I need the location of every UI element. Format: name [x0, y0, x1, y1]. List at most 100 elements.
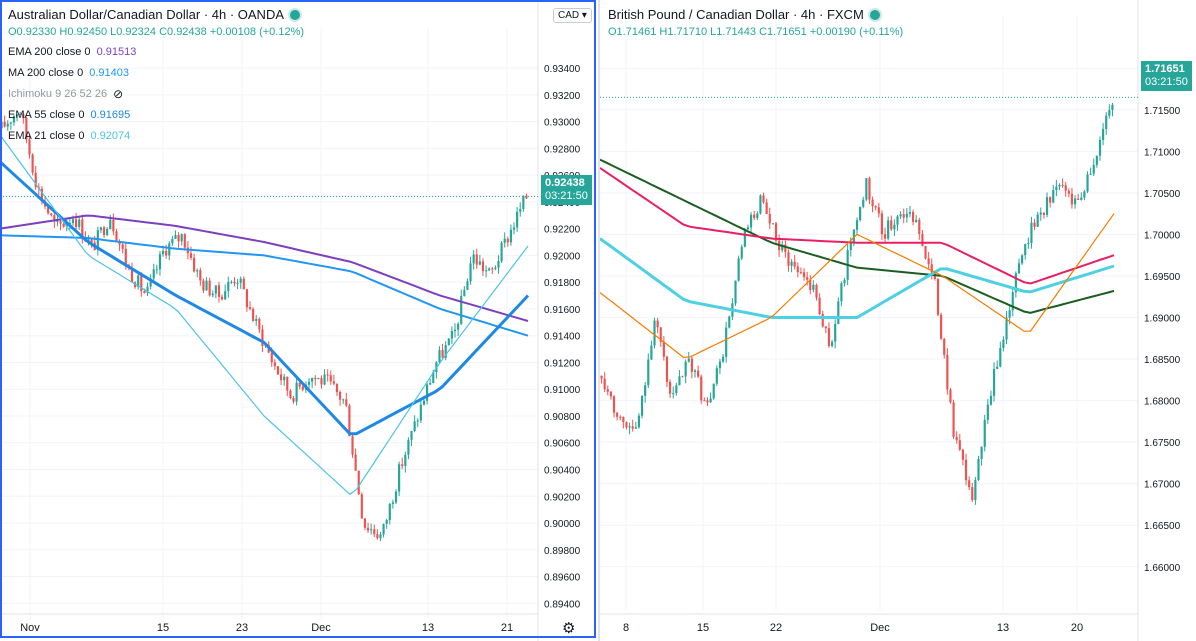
indicator-label: Ichimoku 9 26 52 26 [8, 88, 108, 100]
candle-body [1036, 214, 1039, 227]
candle-body [628, 426, 631, 428]
candle-body [946, 354, 949, 390]
y-tick-label: 1.67000 [1144, 480, 1181, 491]
candle-body [684, 361, 687, 377]
pane-divider[interactable] [598, 0, 600, 641]
indicator-ema21[interactable]: EMA 21 close 0 0.92074 [8, 126, 304, 147]
y-tick-label: 1.71000 [1144, 147, 1181, 158]
candle-body [672, 393, 675, 395]
indicator-ma200[interactable]: MA 200 close 0 0.91403 [8, 63, 304, 84]
bar-countdown: 03:21:50 [545, 190, 588, 202]
candle-body [177, 234, 180, 242]
candle-body [1102, 128, 1105, 140]
candle-body [50, 213, 53, 216]
y-tick-label: 0.90800 [544, 412, 581, 423]
candle-body [320, 378, 323, 385]
candle-body [703, 400, 706, 402]
candle-body [740, 246, 743, 259]
candle-body [289, 390, 292, 398]
candle-body [883, 234, 887, 239]
candle-body [441, 350, 444, 358]
candle-body [71, 219, 75, 224]
candle-body [429, 383, 432, 385]
candle-body [793, 261, 796, 267]
candle-body [955, 436, 958, 441]
candle-body [756, 213, 759, 219]
market-status-icon [869, 9, 880, 20]
y-tick-label: 1.70500 [1144, 189, 1181, 200]
candle-body [743, 229, 746, 247]
candle-body [196, 270, 199, 272]
candle-body [410, 431, 413, 440]
candle-body [494, 267, 497, 269]
candle-body [1049, 197, 1052, 203]
left-last-price-tag: 0.92438 03:21:50 [541, 175, 592, 205]
candle-body [245, 289, 249, 308]
candle-body [647, 359, 650, 386]
y-tick-label: 0.91200 [544, 358, 581, 369]
candle-body [1067, 190, 1070, 194]
candle-body [650, 345, 653, 360]
candle-body [189, 253, 193, 258]
x-tick-label: 23 [236, 622, 248, 634]
right-chart-pane[interactable]: 1.720001.715001.710001.705001.700001.695… [600, 0, 1196, 641]
right-chart-canvas[interactable]: 1.720001.715001.710001.705001.700001.695… [600, 0, 1196, 641]
y-tick-label: 0.93200 [544, 91, 581, 102]
candle-body [827, 328, 831, 347]
x-tick-label: 20 [1071, 622, 1083, 634]
candle-body [911, 211, 915, 222]
left-symbol-title[interactable]: Australian Dollar/Canadian Dollar · 4h ·… [8, 7, 285, 22]
candle-body [924, 246, 927, 259]
hidden-eye-icon[interactable]: ⊘ [113, 87, 124, 101]
indicator-value: 0.91513 [96, 46, 137, 58]
right-symbol-title[interactable]: British Pound / Canadian Dollar · 4h · F… [608, 7, 864, 22]
candle-body [488, 268, 491, 271]
left-chart-pane[interactable]: 0.934000.932000.930000.928000.926000.924… [0, 0, 600, 641]
candle-body [634, 427, 637, 429]
candle-body [927, 258, 930, 265]
candle-body [678, 376, 681, 386]
candle-body [15, 114, 19, 117]
candle-body [718, 361, 722, 369]
candle-body [631, 426, 634, 429]
candle-body [298, 382, 301, 387]
y-tick-label: 0.89800 [544, 546, 581, 557]
candle-body [130, 268, 134, 283]
candle-body [171, 238, 174, 244]
indicator-ema55[interactable]: EMA 55 close 0 0.91695 [8, 105, 304, 126]
candle-body [56, 221, 59, 223]
candle-body [874, 206, 877, 208]
candle-body [1108, 110, 1111, 116]
indicator-label: EMA 21 close 0 [8, 130, 85, 142]
candle-body [809, 279, 812, 290]
candle-body [391, 502, 394, 504]
candle-body [146, 286, 149, 294]
currency-selector[interactable]: CAD ▾ [553, 8, 592, 23]
candle-body [512, 227, 516, 230]
y-tick-label: 0.89600 [544, 573, 581, 584]
candle-body [106, 228, 109, 235]
candle-body [606, 389, 609, 392]
indicator-ichimoku[interactable]: Ichimoku 9 26 52 26 ⊘ [8, 84, 304, 105]
candle-body [915, 219, 918, 222]
candle-body [270, 352, 273, 363]
indicator-ema200[interactable]: EMA 200 close 0 0.91513 [8, 42, 304, 63]
candle-body [22, 113, 25, 119]
candle-body [124, 248, 127, 266]
candle-body [815, 284, 818, 298]
candle-body [1021, 255, 1024, 264]
candle-body [323, 374, 326, 385]
candle-body [1073, 198, 1077, 205]
candle-body [205, 280, 208, 291]
left-chart-canvas[interactable]: 0.934000.932000.930000.928000.926000.924… [0, 0, 600, 641]
settings-gear-icon[interactable]: ⚙ [562, 620, 576, 637]
candle-body [659, 327, 662, 342]
candle-body [933, 273, 936, 279]
candle-body [675, 385, 678, 394]
indicator-value: 0.91403 [89, 67, 129, 79]
candle-body [1070, 193, 1074, 205]
candle-body [796, 266, 799, 273]
x-tick-label: Dec [870, 622, 890, 634]
candle-body [149, 278, 152, 287]
candle-body [721, 356, 725, 362]
